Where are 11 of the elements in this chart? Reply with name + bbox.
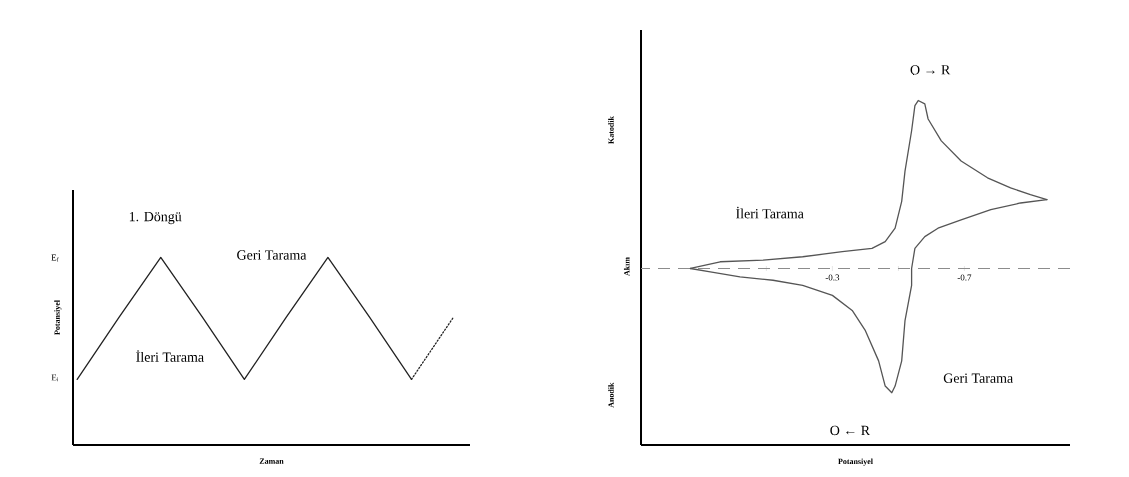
text: 1. Döngü — [129, 211, 182, 225]
text: E$_{f}$ — [51, 254, 59, 262]
x-tick-label: -0.7 — [957, 274, 972, 281]
annotation: Geri Tarama — [943, 373, 1013, 383]
annotation: İleri Tarama — [136, 350, 204, 362]
annotation: Geri Tarama — [237, 250, 307, 260]
annotation: İleri Tarama — [736, 206, 804, 219]
text: O → R — [910, 65, 951, 75]
x-tick-label: -0.3 — [825, 274, 840, 281]
text: E$_{i}$ — [51, 374, 59, 382]
text: O ← R — [830, 425, 871, 436]
